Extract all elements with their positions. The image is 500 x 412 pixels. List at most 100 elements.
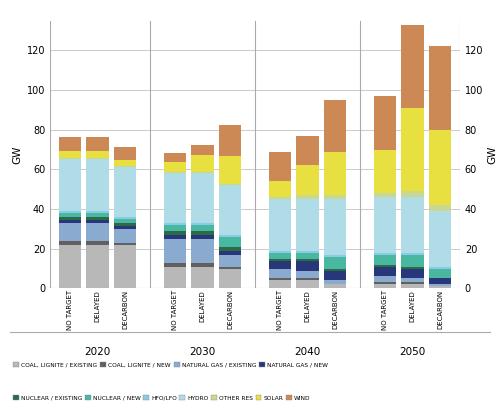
Bar (324, 269, 346, 271)
Bar (219, 269, 241, 288)
Bar (192, 223, 214, 225)
Bar (269, 261, 291, 269)
Bar (402, 108, 423, 191)
Bar (59, 223, 81, 241)
Bar (86, 220, 108, 223)
Bar (429, 47, 451, 130)
Bar (192, 235, 214, 239)
Bar (324, 195, 346, 199)
Bar (374, 150, 396, 193)
Bar (114, 243, 136, 245)
Bar (296, 279, 318, 281)
Bar (269, 181, 291, 197)
Y-axis label: GW: GW (12, 145, 22, 164)
Bar (164, 267, 186, 288)
Bar (269, 152, 291, 181)
Bar (86, 223, 108, 241)
Bar (59, 137, 81, 150)
Bar (296, 261, 318, 271)
Bar (296, 165, 318, 195)
Bar (374, 276, 396, 283)
Bar (86, 245, 108, 288)
Bar (402, 269, 423, 279)
Bar (219, 125, 241, 157)
Bar (402, 284, 423, 288)
Bar (429, 269, 451, 279)
Bar (164, 231, 186, 235)
Bar (59, 213, 81, 217)
Legend: NUCLEAR / EXISTING, NUCLEAR / NEW, HFO/LFO, HYDRO, OTHER RES, SOLAR, WIND: NUCLEAR / EXISTING, NUCLEAR / NEW, HFO/L… (13, 396, 310, 401)
Bar (324, 199, 346, 255)
Bar (192, 267, 214, 288)
Legend: COAL, LIGNITE / EXISTING, COAL, LIGNITE / NEW, NATURAL GAS / EXISTING, NATURAL G: COAL, LIGNITE / EXISTING, COAL, LIGNITE … (13, 363, 328, 368)
Bar (269, 281, 291, 288)
Bar (59, 220, 81, 223)
Bar (192, 145, 214, 154)
Bar (296, 253, 318, 259)
Bar (296, 281, 318, 288)
Bar (192, 225, 214, 231)
Bar (86, 211, 108, 213)
Bar (114, 167, 136, 217)
Bar (324, 271, 346, 281)
Bar (219, 157, 241, 184)
Bar (59, 211, 81, 213)
Text: 2020: 2020 (84, 347, 110, 357)
Bar (192, 231, 214, 235)
Bar (269, 197, 291, 199)
Bar (59, 241, 81, 245)
Bar (114, 223, 136, 226)
Bar (429, 205, 451, 211)
Bar (374, 193, 396, 197)
Bar (296, 195, 318, 199)
Bar (114, 229, 136, 243)
Bar (374, 283, 396, 284)
Bar (192, 154, 214, 172)
Bar (86, 137, 108, 150)
Bar (219, 235, 241, 237)
Bar (114, 219, 136, 223)
Bar (86, 150, 108, 159)
Bar (429, 211, 451, 267)
Bar (324, 284, 346, 288)
Bar (219, 251, 241, 255)
Bar (324, 255, 346, 257)
Bar (324, 100, 346, 152)
Bar (59, 150, 81, 159)
Bar (114, 147, 136, 160)
Bar (296, 251, 318, 253)
Bar (296, 271, 318, 279)
Bar (269, 199, 291, 251)
Bar (192, 173, 214, 223)
Bar (296, 136, 318, 165)
Bar (324, 152, 346, 195)
Bar (374, 96, 396, 150)
Bar (59, 159, 81, 211)
Bar (374, 284, 396, 288)
Bar (269, 279, 291, 281)
Bar (164, 152, 186, 162)
Bar (429, 130, 451, 205)
Bar (374, 253, 396, 255)
Bar (296, 199, 318, 251)
Bar (402, 191, 423, 197)
Bar (429, 284, 451, 286)
Bar (114, 245, 136, 288)
Bar (59, 245, 81, 288)
Bar (219, 267, 241, 269)
Bar (402, 25, 423, 108)
Bar (114, 226, 136, 229)
Bar (296, 259, 318, 261)
Bar (164, 162, 186, 172)
Bar (219, 255, 241, 267)
Bar (402, 267, 423, 269)
Bar (324, 257, 346, 269)
Bar (114, 217, 136, 219)
Bar (402, 283, 423, 284)
Bar (59, 217, 81, 220)
Bar (374, 265, 396, 267)
Bar (402, 253, 423, 255)
Bar (219, 237, 241, 247)
Bar (429, 286, 451, 288)
Bar (269, 269, 291, 279)
